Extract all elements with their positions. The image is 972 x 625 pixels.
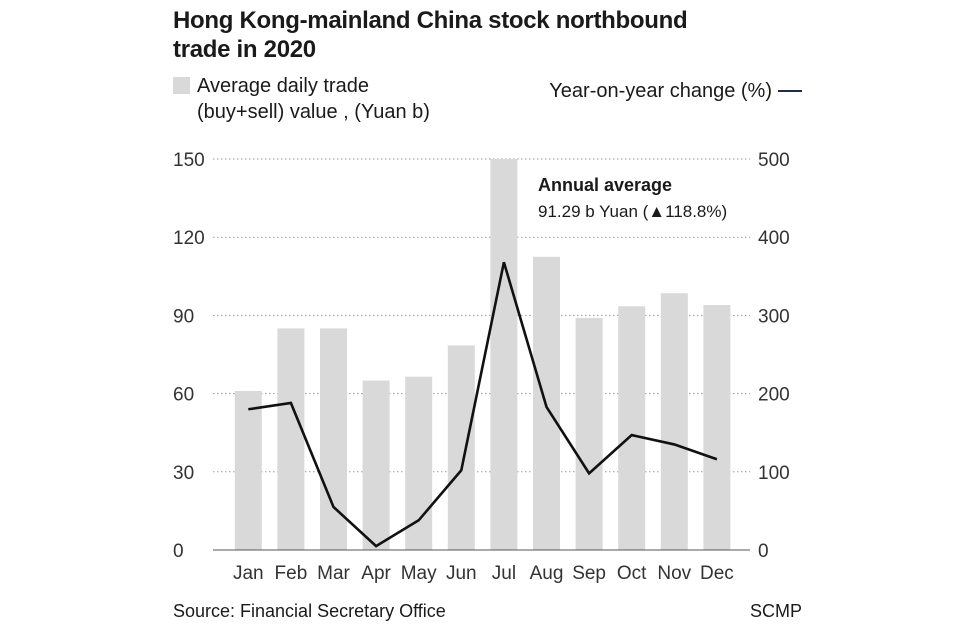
bar-oct <box>618 306 646 550</box>
legend-line-entry: Year-on-year change (%) <box>549 78 802 104</box>
y-right-tick-label: 300 <box>758 306 790 327</box>
bar-jun <box>447 345 475 550</box>
bar-feb <box>277 328 305 550</box>
y-right-tick-label: 200 <box>758 385 790 406</box>
annotation-title: Annual average <box>538 175 672 195</box>
x-tick-label: Sep <box>572 563 606 584</box>
line-layer <box>248 261 718 548</box>
annotation-value: 91.29 b Yuan (▲118.8%) <box>538 202 727 221</box>
bar-apr <box>362 380 390 550</box>
x-tick-label: Jul <box>492 563 516 584</box>
bar-sep <box>575 318 603 550</box>
legend-bar-label: Average daily trade (buy+sell) value , (Y… <box>197 75 430 123</box>
x-tick-label: Apr <box>361 563 391 584</box>
y-right-tick-label: 100 <box>758 463 790 484</box>
y-right-tick-label: 400 <box>758 228 790 249</box>
x-tick-label: Nov <box>657 563 691 584</box>
x-tick-label: Oct <box>617 563 647 584</box>
source-note: Source: Financial Secretary Office <box>173 601 446 621</box>
y-left-tick-label: 60 <box>173 385 194 406</box>
credit: SCMP <box>749 601 802 621</box>
axis-layer: 0 0 30 100 60 200 90 300 120 400 150 500 Jan Feb Mar Ap… <box>173 150 790 584</box>
yoy-change-line <box>248 261 718 548</box>
bar-nov <box>660 293 688 550</box>
y-right-tick-label: 0 <box>758 541 769 562</box>
x-tick-label: May <box>401 563 437 584</box>
legend-line-label: Year-on-year change (%) <box>549 80 772 102</box>
bar-jan <box>234 390 262 550</box>
x-tick-label: Mar <box>317 563 350 584</box>
x-tick-label: Aug <box>530 563 564 584</box>
bar-jul <box>490 159 518 550</box>
chart-title: Hong Kong-mainland China stock northboun… <box>173 7 688 63</box>
legend-bar-swatch <box>173 77 190 94</box>
legend-line-swatch <box>778 90 802 92</box>
annotation-layer: Annual average 91.29 b Yuan (▲118.8%) <box>538 175 727 221</box>
y-left-tick-label: 150 <box>173 150 205 171</box>
y-left-tick-label: 90 <box>173 306 194 327</box>
y-left-tick-label: 30 <box>173 463 194 484</box>
x-tick-label: Dec <box>700 563 734 584</box>
x-tick-label: Jan <box>233 563 264 584</box>
bar-mar <box>320 328 347 550</box>
y-left-tick-label: 0 <box>173 541 184 562</box>
x-tick-label: Feb <box>275 563 308 584</box>
y-right-tick-label: 500 <box>758 150 790 171</box>
x-tick-label: Jun <box>446 563 477 584</box>
bar-dec <box>703 304 731 550</box>
y-left-tick-label: 120 <box>173 228 205 249</box>
bar-may <box>405 376 433 550</box>
